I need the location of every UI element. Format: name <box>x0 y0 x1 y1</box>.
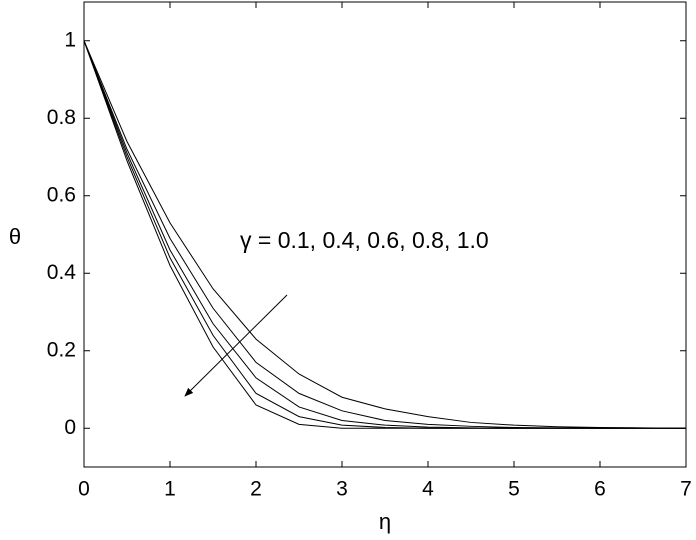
line-series <box>83 40 687 429</box>
y-tick-label: 0.8 <box>47 106 76 129</box>
x-tick-label: 2 <box>250 478 262 501</box>
arrow <box>184 294 288 397</box>
x-tick-label: 6 <box>594 478 606 501</box>
x-tick-label: 3 <box>336 478 348 501</box>
y-axis-label: θ <box>9 224 21 249</box>
annotation: γ = 0.1, 0.4, 0.6, 0.8, 1.0 <box>240 227 489 253</box>
x-tick-label: 1 <box>164 478 176 501</box>
plot-frame <box>83 1 687 468</box>
x-tick-label: 4 <box>422 478 434 501</box>
y-tick-label: 0.2 <box>47 338 76 361</box>
x-axis-label: η <box>379 509 391 534</box>
x-tick-label: 0 <box>78 478 90 501</box>
line-series <box>83 40 686 429</box>
y-tick-label: 0.4 <box>47 261 77 284</box>
y-tick-label: 1 <box>64 28 76 51</box>
x-tick-label: 5 <box>508 478 520 501</box>
x-tick-label: 7 <box>680 478 692 501</box>
y-tick-label: 0 <box>64 416 76 439</box>
y-tick-label: 0.6 <box>47 183 76 206</box>
